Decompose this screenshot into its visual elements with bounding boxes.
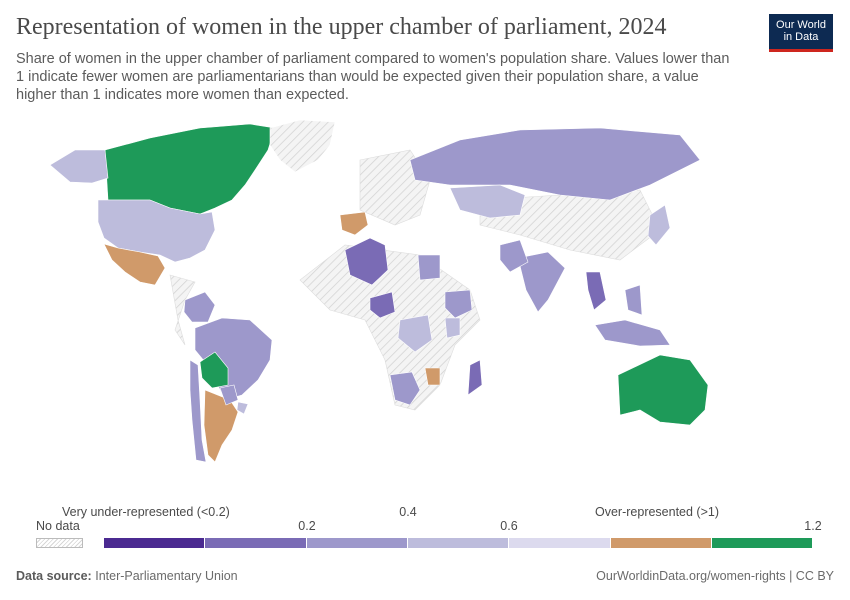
land-no-data-2 (479, 189, 661, 261)
country-kazakhstan[interactable]: Kazakhstan (449, 184, 526, 219)
country-algeria[interactable]: Algeria (344, 237, 389, 286)
legend-tick-3: 1.2 (804, 519, 822, 533)
country-chile[interactable]: Chile (189, 359, 207, 463)
legend-no-data-label: No data (36, 519, 80, 533)
country-spain[interactable]: Spain (339, 211, 369, 236)
country-australia[interactable]: Australia (617, 354, 709, 426)
chart-title: Representation of women in the upper cha… (16, 14, 667, 40)
world-map[interactable]: CanadaUnited StatesAlaskaMexicoGreenland… (0, 110, 850, 500)
country-kenya[interactable]: Kenya (444, 317, 461, 339)
legend-swatch-bin2[interactable] (205, 538, 306, 548)
land-no-data-3 (169, 274, 196, 346)
legend-tick-2: 0.6 (500, 519, 518, 533)
country-india[interactable]: India (517, 251, 566, 313)
legend-swatch-bin5[interactable] (509, 538, 610, 548)
country-thailand[interactable]: Thailand (585, 271, 607, 311)
country-japan[interactable]: Japan (647, 204, 671, 246)
country-philippines[interactable]: Philippines (624, 284, 643, 316)
legend-swatch-bin3[interactable] (307, 538, 407, 548)
country-nigeria[interactable]: Nigeria (369, 291, 396, 319)
country-zimbabwe[interactable]: Zimbabwe (424, 367, 441, 386)
legend-swatch-bin1[interactable] (104, 538, 204, 548)
country-ethiopia[interactable]: Ethiopia (444, 289, 473, 319)
footer-link[interactable]: OurWorldinData.org/women-rights | CC BY (596, 569, 834, 583)
data-source-label: Data source: (16, 569, 92, 583)
owid-logo[interactable]: Our World in Data (769, 14, 833, 52)
legend-swatch-bin4[interactable] (408, 538, 508, 548)
country-argentina[interactable]: Argentina (203, 389, 239, 463)
chart-subtitle: Share of women in the upper chamber of p… (16, 51, 730, 103)
country-colombia[interactable]: Colombia (183, 291, 216, 323)
country-bolivia[interactable]: Bolivia (199, 351, 229, 389)
country-russia[interactable]: Russia (409, 127, 701, 201)
legend-label-low: Very under-represented (<0.2) (62, 505, 230, 519)
legend-swatch-bin6[interactable] (611, 538, 711, 548)
country-uruguay[interactable]: Uruguay (236, 401, 249, 415)
data-source-name: Inter-Parliamentary Union (95, 569, 238, 583)
legend-swatch-bin7[interactable] (712, 538, 812, 548)
legend-tick-1: 0.4 (399, 505, 417, 519)
data-source: Data source: Inter-Parliamentary Union (16, 569, 238, 583)
country-pakistan[interactable]: Pakistan (499, 239, 529, 273)
country-indonesia[interactable]: Indonesia (594, 319, 671, 347)
country-united-states[interactable]: United States (97, 199, 216, 263)
legend-label-high: Over-represented (>1) (595, 505, 720, 519)
country-dr-congo[interactable]: DR Congo (397, 314, 433, 353)
country-alaska[interactable]: Alaska (49, 149, 109, 184)
country-madagascar[interactable]: Madagascar (467, 359, 483, 396)
country-paraguay[interactable]: Paraguay (219, 384, 239, 406)
logo-line-1: Our World (776, 19, 826, 31)
country-egypt[interactable]: Egypt (417, 254, 441, 281)
logo-line-2: in Data (783, 31, 819, 43)
legend-no-data-swatch (36, 538, 83, 548)
country-greenland[interactable]: Greenland (269, 119, 336, 173)
country-mexico[interactable]: Mexico (103, 243, 166, 286)
country-south-africa[interactable]: South Africa (389, 371, 421, 406)
legend-tick-0: 0.2 (298, 519, 316, 533)
legend: Very under-represented (<0.2) Over-repre… (0, 500, 850, 560)
